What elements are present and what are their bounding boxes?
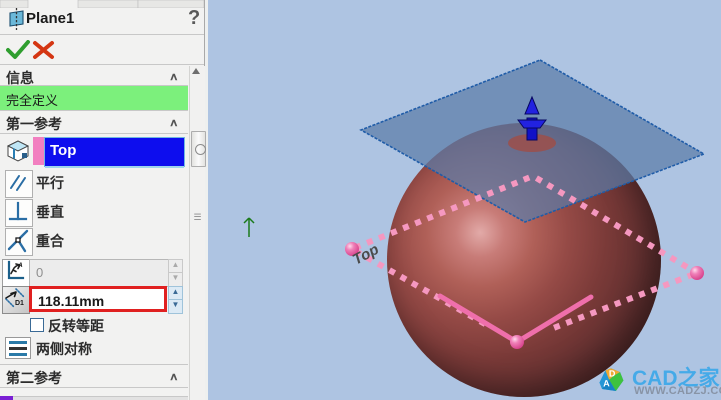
svg-text:A: A	[17, 262, 23, 269]
